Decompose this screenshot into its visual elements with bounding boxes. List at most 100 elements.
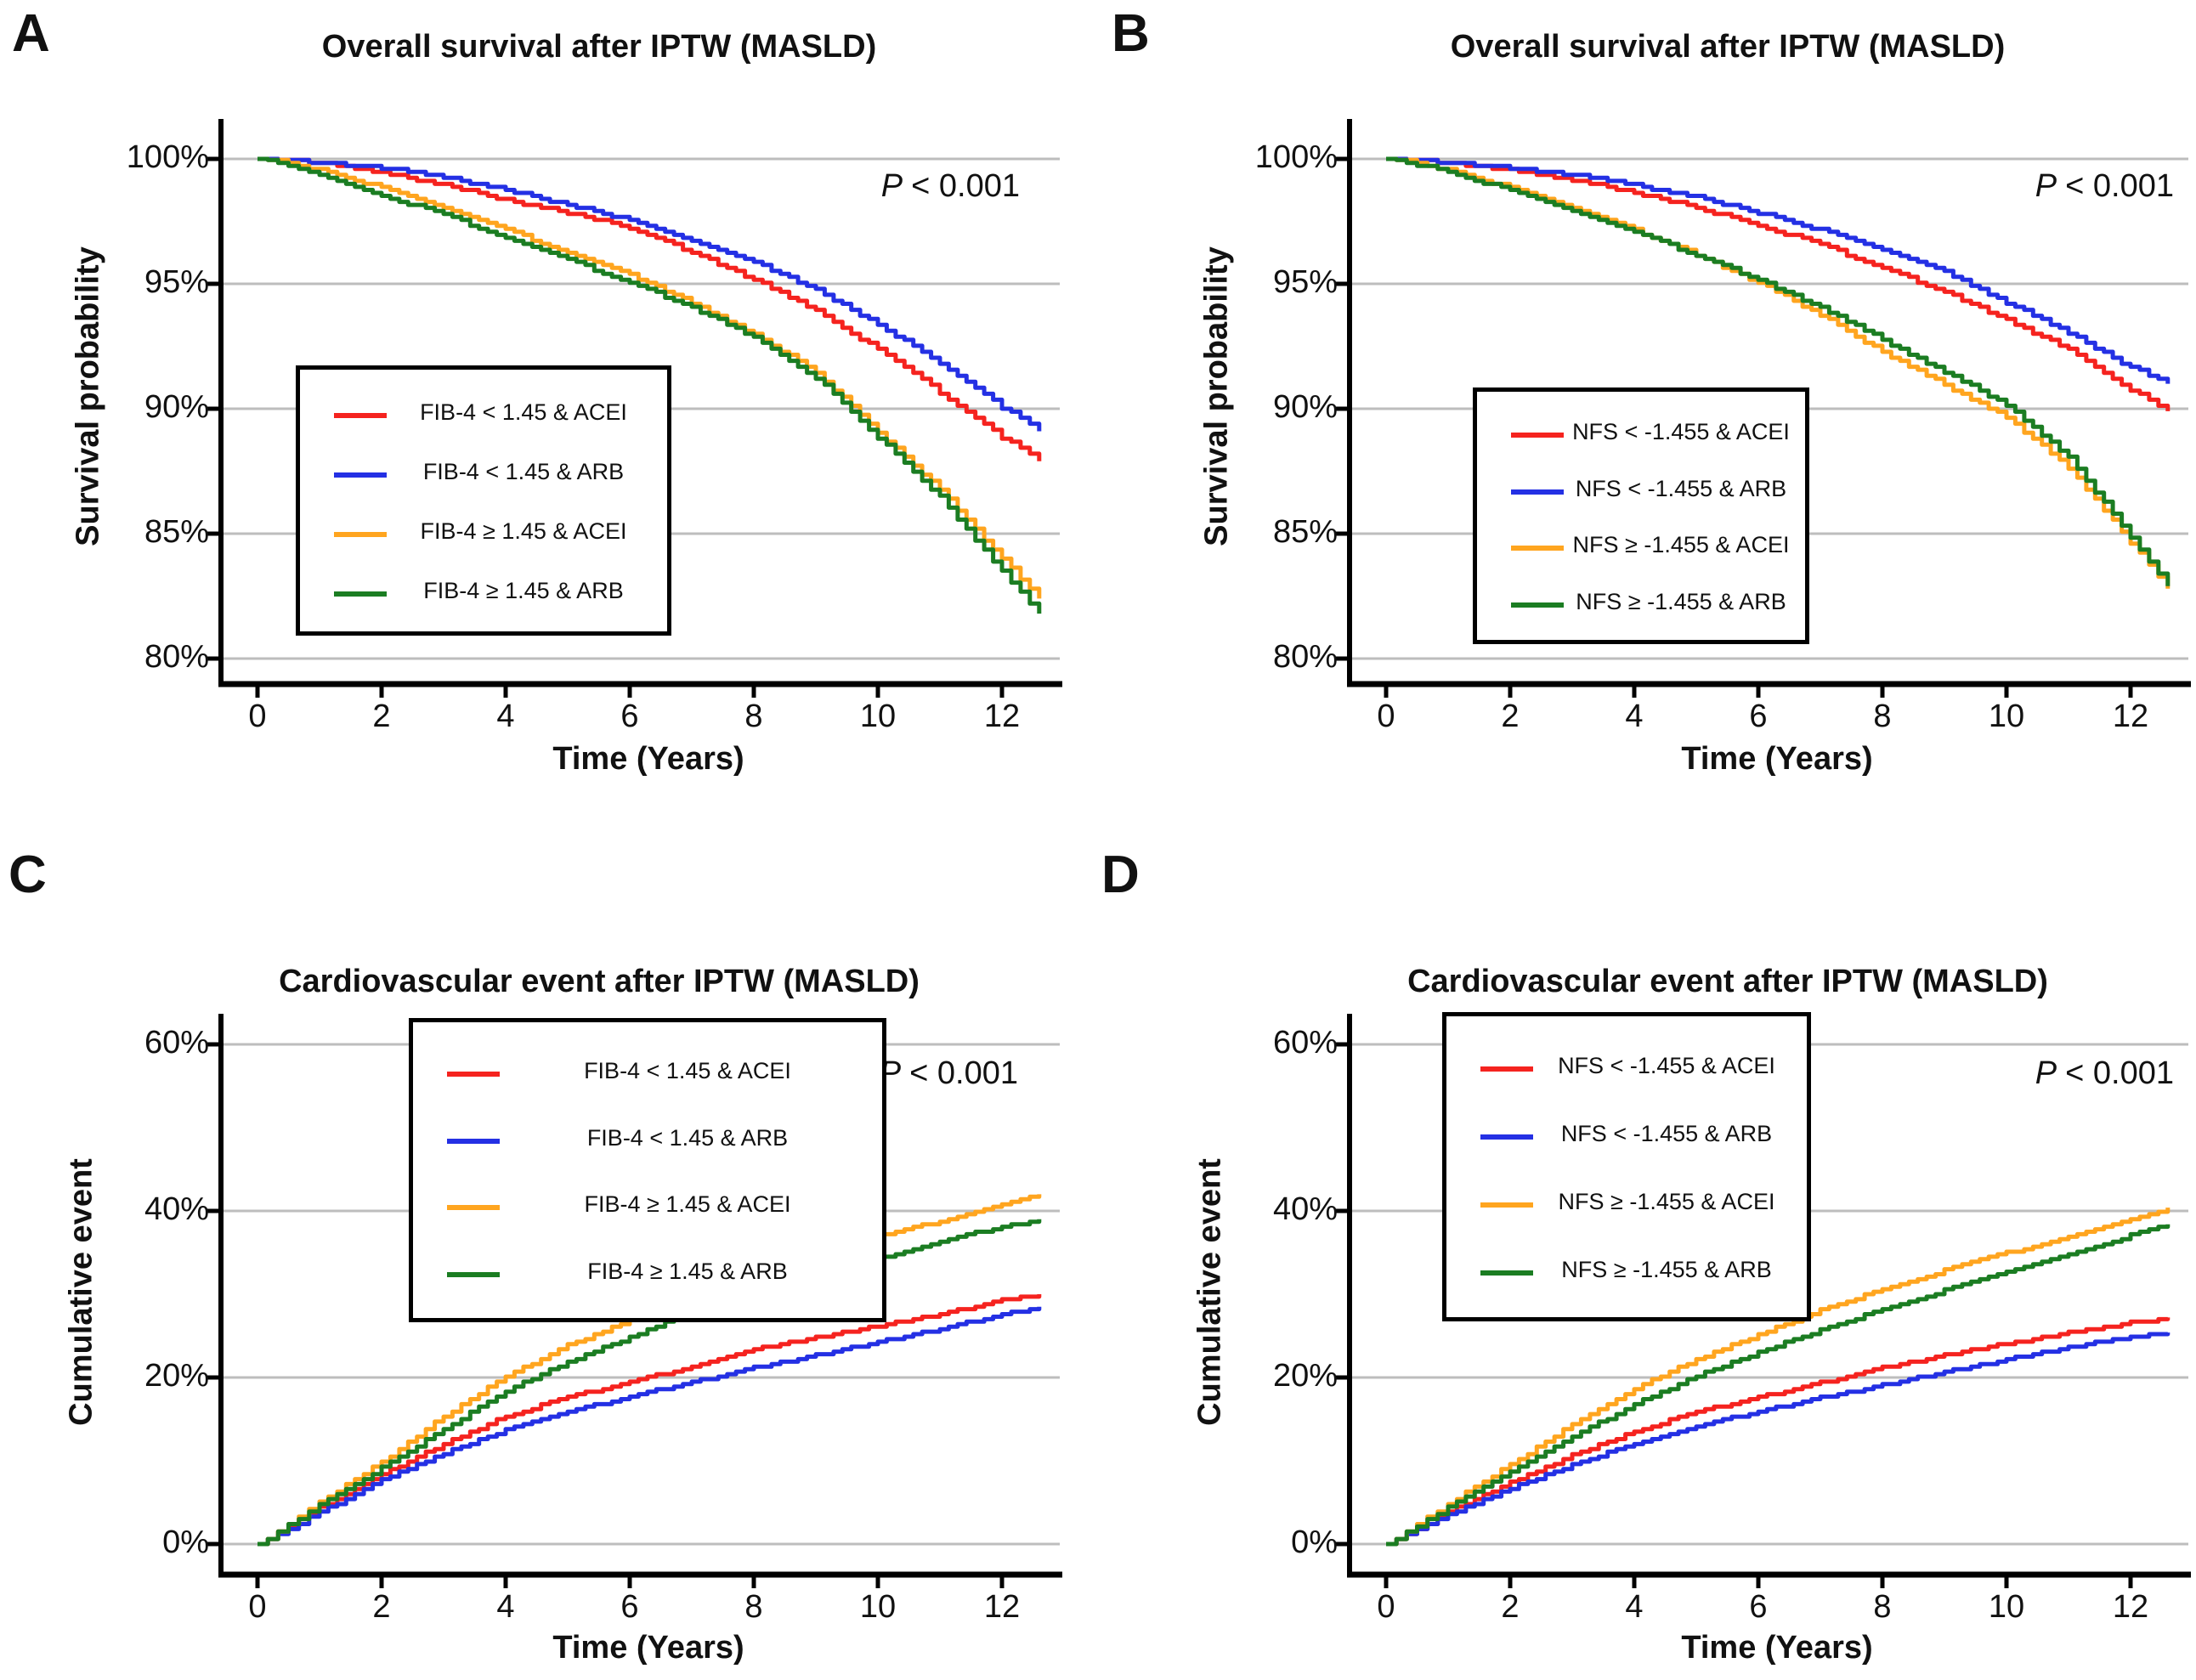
- panel-c-letter: C: [8, 846, 47, 904]
- panel-b-x-tick-label: 2: [1501, 699, 1520, 734]
- panel-c-x-tick-label: 0: [248, 1589, 267, 1625]
- panel-b-x-tick-label: 12: [2112, 699, 2149, 734]
- panel-a-legend-swatch-blue: [334, 472, 387, 478]
- panel-d-legend-swatch-red: [1480, 1066, 1533, 1072]
- panel-d-letter: D: [1101, 846, 1140, 904]
- panel-c-x-tick-label: 8: [744, 1589, 763, 1625]
- panel-a-y-tick-label: 95%: [144, 264, 209, 300]
- panel-a-legend-swatch-green: [334, 591, 387, 597]
- panel-d-curve-orange: [1386, 1207, 2171, 1547]
- panel-a-x-tick-label: 10: [859, 699, 897, 734]
- panel-a-p-number: < 0.001: [911, 168, 1020, 204]
- panel-d-legend-label: NFS < -1.455 & ACEI: [1558, 1053, 1775, 1078]
- panel-a-letter: A: [12, 4, 50, 63]
- panel-a-title: Overall survival after IPTW (MASLD): [321, 29, 877, 65]
- panel-d-legend-swatch-orange: [1480, 1202, 1533, 1208]
- panel-d-y-tick-label: 60%: [1272, 1025, 1338, 1061]
- panel-d-curve-red: [1386, 1316, 2171, 1547]
- panel-c-legend-label: FIB-4 ≥ 1.45 & ARB: [587, 1259, 788, 1284]
- panel-c-legend-label: FIB-4 ≥ 1.45 & ACEI: [584, 1191, 791, 1217]
- panel-a-p-value: P < 0.001: [663, 168, 1020, 205]
- panel-c-y-tick-label: 60%: [144, 1025, 209, 1061]
- panel-b-legend-label: NFS ≥ -1.455 & ARB: [1576, 589, 1786, 614]
- panel-d-x-tick-label: 12: [2112, 1589, 2149, 1625]
- panel-c-x-tick-label: 2: [372, 1589, 391, 1625]
- panel-d-x-axis-title: Time (Years): [1681, 1630, 1873, 1666]
- panel-b-x-tick-label: 0: [1377, 699, 1395, 734]
- panel-b-x-tick-label: 4: [1625, 699, 1644, 734]
- panel-c-x-tick-label: 6: [620, 1589, 639, 1625]
- panel-c-title: Cardiovascular event after IPTW (MASLD): [279, 964, 920, 999]
- panel-d-curve-blue: [1386, 1332, 2171, 1547]
- panel-d-x-tick-label: 8: [1873, 1589, 1892, 1625]
- panel-b-p-number: < 0.001: [2065, 168, 2174, 204]
- panel-d-legend-swatch-green: [1480, 1270, 1533, 1276]
- panel-c-p-number: < 0.001: [909, 1055, 1018, 1091]
- panel-a-x-tick-label: 12: [983, 699, 1021, 734]
- panel-a-x-tick-label: 4: [496, 699, 515, 734]
- panel-d-legend: NFS < -1.455 & ACEI NFS < -1.455 & ARB NFS…: [1442, 1012, 1811, 1321]
- panel-a-x-tick-label: 0: [248, 699, 267, 734]
- panel-a-legend-swatch-red: [334, 413, 387, 418]
- panel-c-legend-swatch-green: [447, 1272, 500, 1277]
- panel-b-x-tick-label: 10: [1988, 699, 2025, 734]
- panel-a-legend-label: FIB-4 < 1.45 & ARB: [422, 459, 625, 484]
- panel-b-legend-swatch-blue: [1511, 489, 1564, 495]
- panel-b-x-axis-title: Time (Years): [1681, 741, 1873, 777]
- panel-d-legend-label: NFS ≥ -1.455 & ACEI: [1558, 1189, 1775, 1214]
- panel-a-y-tick-label: 85%: [144, 514, 209, 550]
- panel-d-legend-label: NFS < -1.455 & ARB: [1560, 1121, 1773, 1146]
- panel-b-y-tick-label: 85%: [1272, 514, 1338, 550]
- panel-d-x-tick-label: 10: [1988, 1589, 2025, 1625]
- panel-b-p-value: P < 0.001: [1817, 168, 2174, 205]
- panel-d-legend-swatch-blue: [1480, 1134, 1533, 1140]
- panel-c-y-tick-label: 40%: [144, 1191, 209, 1227]
- panel-a-curve-blue: [258, 156, 1042, 433]
- panel-b-legend-label: NFS < -1.455 & ARB: [1575, 476, 1787, 501]
- panel-b-legend-swatch-orange: [1511, 546, 1564, 551]
- panel-c-legend-label: FIB-4 < 1.45 & ARB: [586, 1125, 789, 1151]
- panel-d-y-axis-title: Cumulative event: [1191, 1158, 1228, 1426]
- panel-b-y-tick-label: 80%: [1272, 639, 1338, 675]
- panel-b-legend: NFS < -1.455 & ACEI NFS < -1.455 & ARB NFS…: [1473, 387, 1809, 644]
- panel-a-legend: FIB-4 < 1.45 & ACEI FIB-4 < 1.45 & ARB FIB…: [296, 365, 671, 636]
- panel-d-y-tick-label: 0%: [1291, 1524, 1338, 1560]
- panel-c-x-axis-title: Time (Years): [552, 1630, 744, 1666]
- panel-a-curve-orange: [258, 156, 1042, 600]
- panel-d-p-value: P < 0.001: [1817, 1055, 2174, 1092]
- panel-c-legend-swatch-orange: [447, 1205, 500, 1210]
- panel-c-y-tick-label: 20%: [144, 1358, 209, 1394]
- panel-b-title: Overall survival after IPTW (MASLD): [1450, 29, 2006, 65]
- panel-b-curve-green: [1386, 156, 2171, 588]
- panel-b-legend-swatch-red: [1511, 433, 1564, 438]
- panel-d-p-label: P: [2035, 1055, 2057, 1091]
- panel-d-legend-label: NFS ≥ -1.455 & ARB: [1561, 1257, 1772, 1282]
- panel-c-legend: FIB-4 < 1.45 & ACEI FIB-4 < 1.45 & ARB FIB…: [409, 1018, 886, 1322]
- panel-c-curve-green: [258, 1219, 1042, 1547]
- panel-a-y-tick-label: 90%: [144, 389, 209, 425]
- panel-d-x-tick-label: 4: [1625, 1589, 1644, 1625]
- panel-d-x-tick-label: 6: [1749, 1589, 1768, 1625]
- panel-d-x-tick-label: 2: [1501, 1589, 1520, 1625]
- panel-a-x-tick-label: 8: [744, 699, 763, 734]
- panel-a-p-label: P: [880, 168, 903, 204]
- panel-b-legend-label: NFS < -1.455 & ACEI: [1572, 419, 1790, 444]
- panel-d-y-tick-label: 40%: [1272, 1191, 1338, 1227]
- panel-c-legend-swatch-red: [447, 1072, 500, 1077]
- panel-a-legend-label: FIB-4 < 1.45 & ACEI: [420, 399, 627, 425]
- panel-b-curve-red: [1386, 156, 2171, 411]
- panel-a-curve-green: [258, 156, 1042, 615]
- panel-a-legend-label: FIB-4 ≥ 1.45 & ARB: [423, 578, 624, 603]
- panel-c-x-tick-label: 10: [859, 1589, 897, 1625]
- panel-c-y-tick-label: 0%: [162, 1524, 209, 1560]
- panel-a-curve-red: [258, 156, 1042, 462]
- panel-a-legend-label: FIB-4 ≥ 1.45 & ACEI: [420, 518, 627, 544]
- panel-c-y-axis-title: Cumulative event: [63, 1158, 99, 1426]
- panel-c-legend-swatch-blue: [447, 1139, 500, 1144]
- panel-c-legend-label: FIB-4 < 1.45 & ACEI: [584, 1058, 791, 1083]
- panel-a-x-tick-label: 6: [620, 699, 639, 734]
- panel-d-curve-green: [1386, 1224, 2171, 1547]
- panel-a-x-tick-label: 2: [372, 699, 391, 734]
